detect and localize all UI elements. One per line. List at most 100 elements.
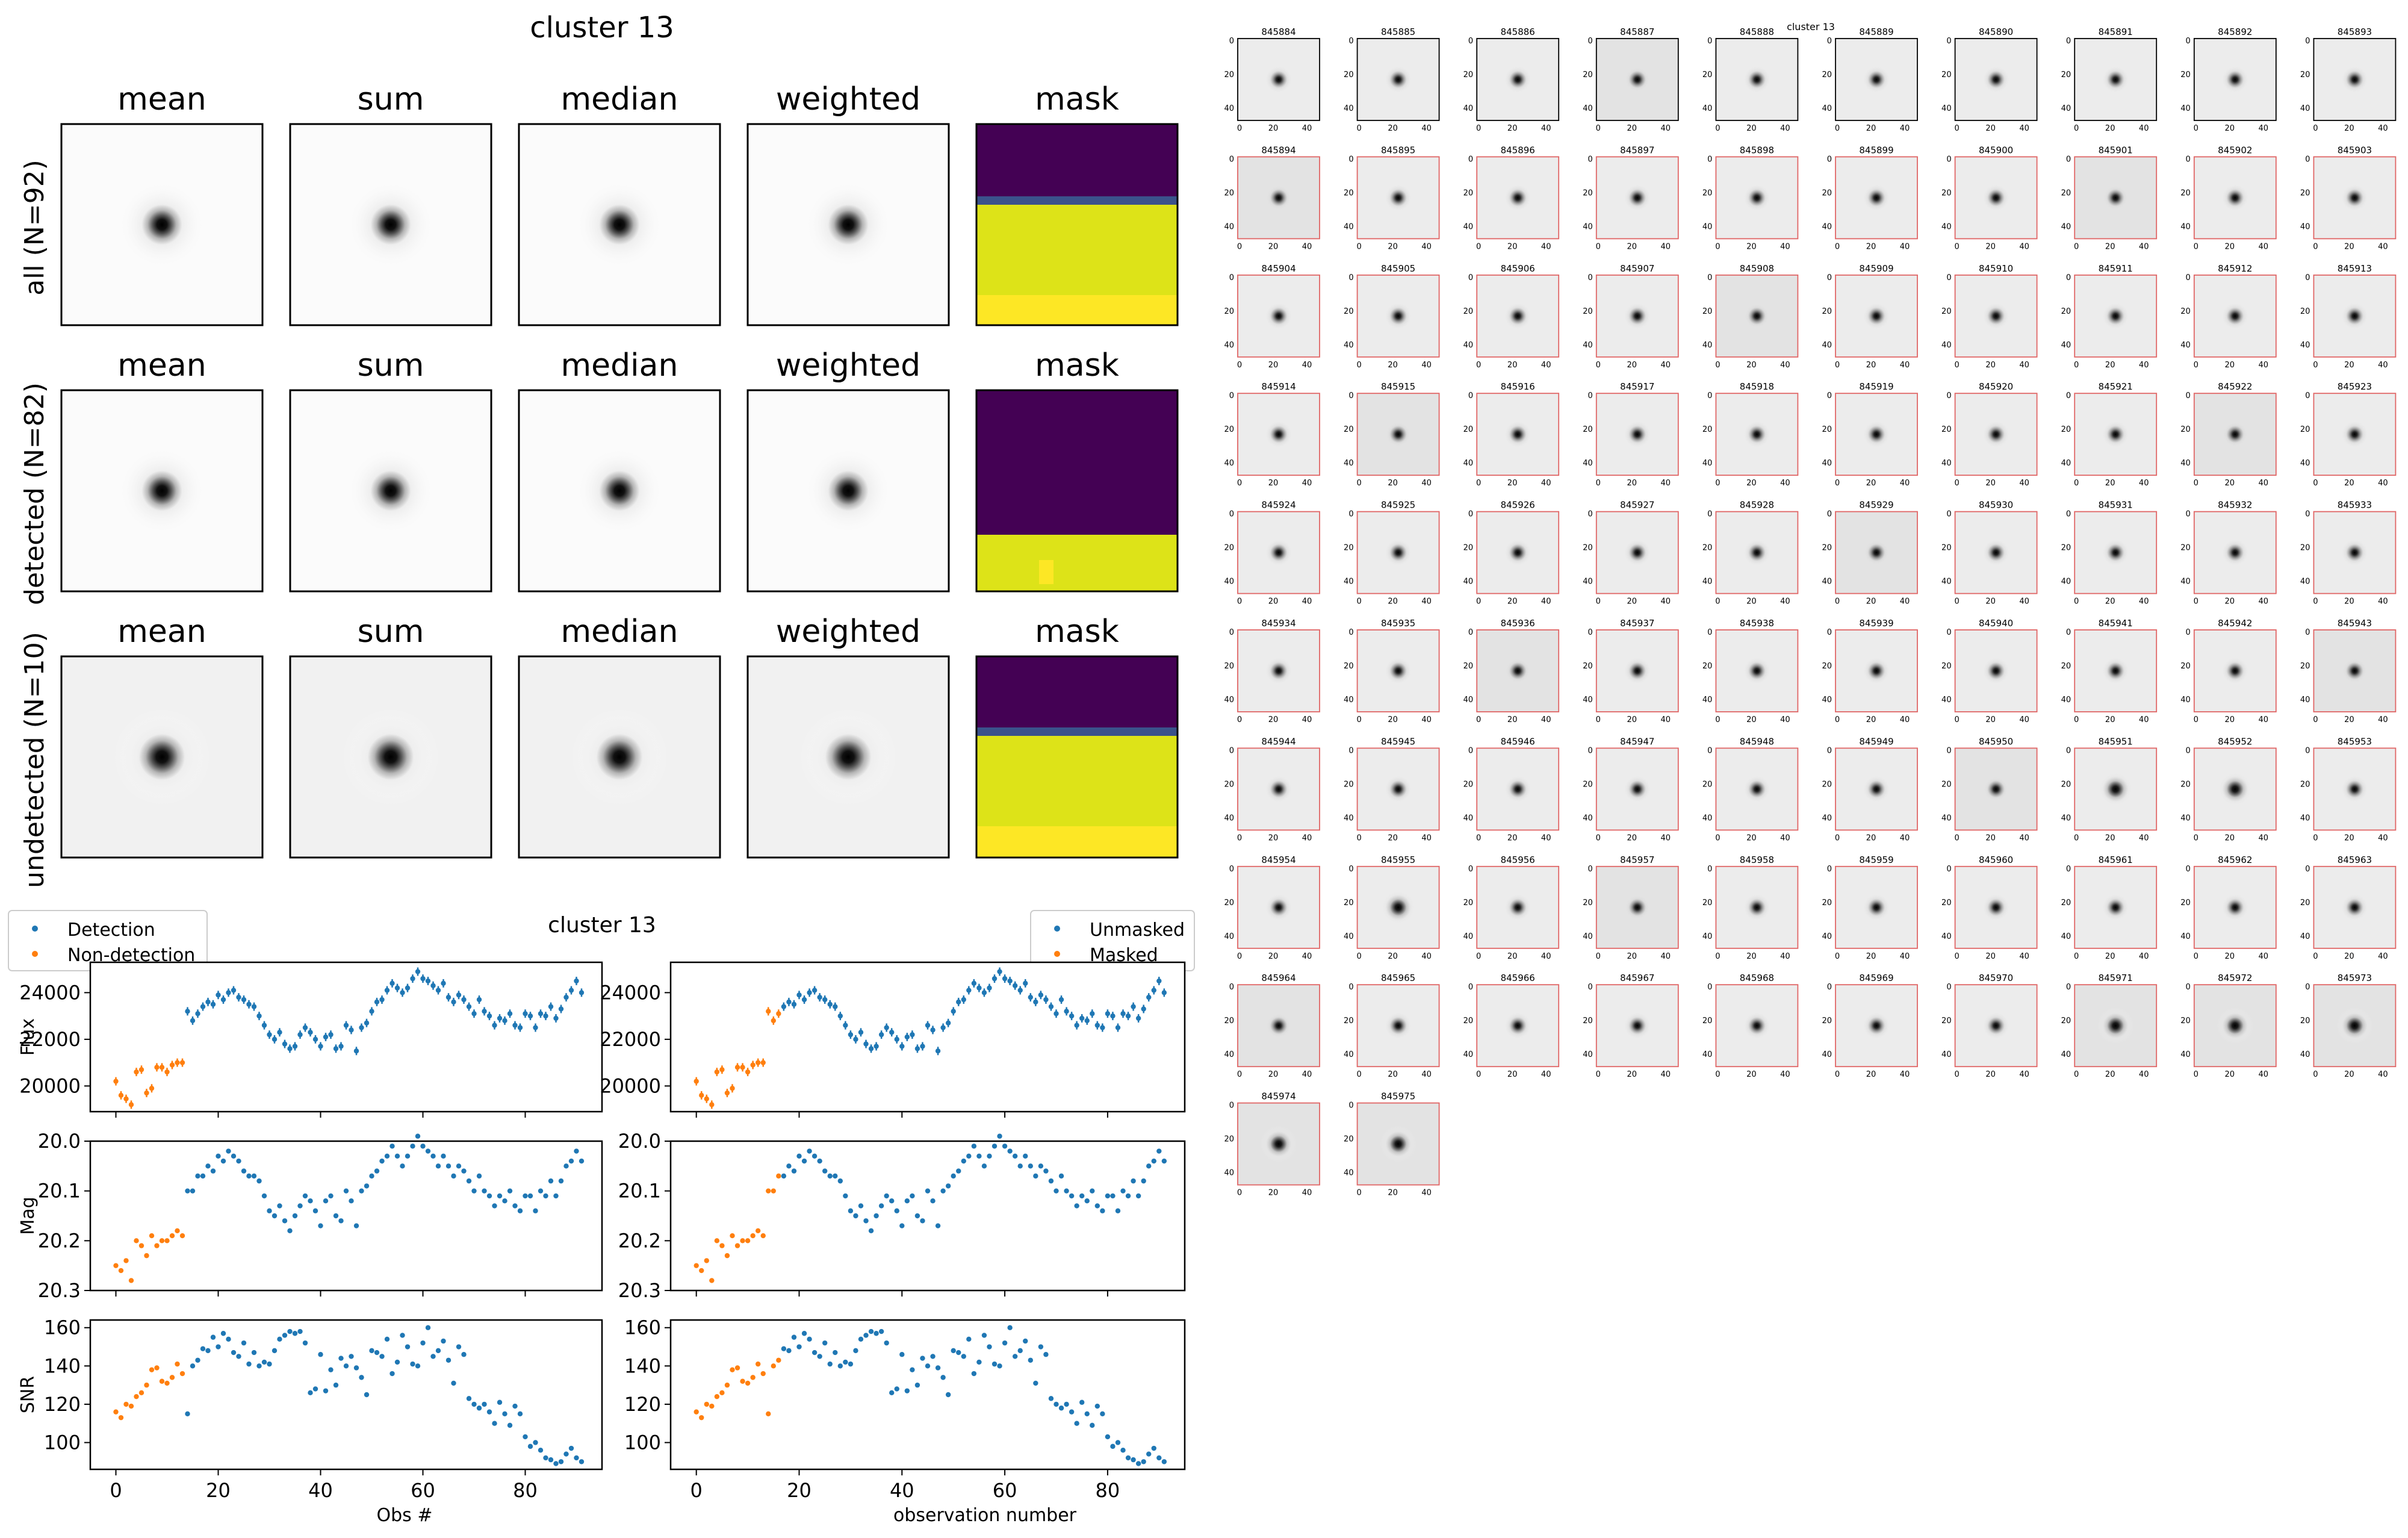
thumb-xtick: 0 [2194, 1070, 2199, 1079]
data-point [1115, 1440, 1121, 1445]
data-point [848, 1361, 854, 1367]
data-point [1105, 1193, 1111, 1199]
thumb-psf [2102, 421, 2129, 448]
data-point [699, 1092, 704, 1098]
data-point [1156, 1148, 1162, 1154]
data-point [287, 1228, 293, 1233]
thumb-ytick: 40 [1941, 1050, 1952, 1059]
xtick-label: 60 [993, 1479, 1017, 1502]
data-point [267, 1032, 272, 1038]
data-point [492, 1203, 497, 1209]
thumb-psf [1863, 66, 1890, 93]
thumb-psf [1385, 66, 1412, 93]
thumb-title: 845970 [1979, 973, 2013, 983]
thumb-psf [2341, 894, 2368, 921]
thumb-xtick: 20 [1507, 833, 1518, 842]
thumb-ytick: 40 [1941, 578, 1952, 587]
thumb-ytick: 40 [2061, 932, 2071, 941]
thumb-ytick: 20 [1702, 307, 1713, 316]
data-point [471, 1401, 477, 1407]
thumb-xtick: 0 [1237, 597, 1242, 606]
thumb-frame [1595, 865, 1679, 949]
thumb-xtick: 0 [1356, 952, 1361, 961]
thumb-title: 845957 [1620, 855, 1654, 865]
data-point [878, 1328, 884, 1334]
data-point [858, 1030, 864, 1035]
xtick-label: 20 [787, 1479, 811, 1502]
thumb-psf [1385, 302, 1412, 329]
thumb-title: 845915 [1381, 381, 1415, 392]
thumb-title: 845938 [1740, 618, 1774, 629]
data-point [200, 1004, 206, 1009]
thumb-frame [1237, 511, 1320, 594]
data-point [353, 1223, 359, 1228]
data-point [1017, 1348, 1023, 1354]
thumb-ytick: 20 [2061, 898, 2071, 908]
data-point [405, 985, 411, 991]
thumb-ytick: 20 [1941, 1017, 1952, 1026]
thumb-xtick: 20 [1627, 1070, 1637, 1079]
thumb-xtick: 20 [1388, 1070, 1398, 1079]
thumb-xtick: 0 [1237, 479, 1242, 488]
data-point [1048, 1396, 1054, 1401]
data-point [374, 1168, 380, 1174]
plot-frame-flux [669, 961, 1186, 1113]
data-point [420, 976, 426, 982]
thumb-xtick: 0 [1596, 952, 1601, 961]
thumb-ytick: 20 [2300, 780, 2310, 789]
data-point [507, 1422, 513, 1428]
thumb-xtick: 0 [1835, 715, 1840, 724]
thumb-ytick: 40 [1583, 341, 1593, 350]
data-point [466, 1396, 472, 1401]
data-point [910, 1193, 915, 1199]
data-point [497, 1193, 503, 1199]
thumb-ytick: 20 [1941, 307, 1952, 316]
data-point [1033, 1380, 1038, 1386]
thumb-xtick: 40 [1421, 479, 1432, 488]
data-point [1074, 1023, 1079, 1028]
thumb-xtick: 20 [2344, 715, 2354, 724]
data-point [1084, 1411, 1090, 1416]
thumb-xtick: 40 [1661, 833, 1671, 842]
data-point [558, 1006, 564, 1012]
thumb-xtick: 20 [2344, 952, 2354, 961]
thumb-xtick: 0 [1954, 242, 1959, 251]
ylabel-mag: Mag [17, 1197, 39, 1234]
data-point [241, 997, 247, 1003]
thumb-ytick: 20 [1702, 898, 1713, 908]
data-point [734, 1243, 740, 1248]
thumb-frame [2074, 38, 2158, 121]
thumb-xtick: 40 [2139, 952, 2149, 961]
data-point [533, 1025, 538, 1030]
thumb-ytick: 0 [1707, 155, 1712, 164]
thumb-xtick: 20 [1746, 361, 1757, 370]
data-point [1125, 1193, 1131, 1199]
data-point [817, 994, 822, 1000]
thumb-ytick: 0 [1827, 391, 1832, 400]
thumb-ytick: 20 [1224, 544, 1234, 553]
data-point [1007, 1148, 1013, 1154]
thumb-xtick: 20 [1388, 1189, 1398, 1198]
thumb-ytick: 0 [1827, 746, 1832, 755]
data-point [179, 1371, 185, 1377]
thumb-xtick: 0 [1954, 479, 1959, 488]
thumb-frame [1715, 629, 1799, 712]
thumb-frame [2074, 156, 2158, 240]
thumb-title: 845934 [1261, 618, 1296, 629]
thumb-title: 845899 [1859, 145, 1893, 155]
thumb-frame [2313, 38, 2397, 121]
thumb-xtick: 40 [2259, 597, 2269, 606]
thumb-psf [1863, 539, 1890, 566]
data-point [1151, 1158, 1156, 1164]
thumb-title: 845926 [1501, 500, 1535, 511]
thumb-xtick: 20 [1746, 715, 1757, 724]
thumb-psf [2341, 658, 2368, 684]
thumb-ytick: 40 [1463, 578, 1474, 587]
data-point [961, 1354, 966, 1359]
data-point [323, 1198, 329, 1204]
thumb-ytick: 40 [1702, 932, 1713, 941]
data-point [1141, 1178, 1146, 1184]
data-point [1048, 1004, 1054, 1009]
thumb-ytick: 40 [1344, 459, 1354, 468]
data-point [781, 1173, 787, 1179]
